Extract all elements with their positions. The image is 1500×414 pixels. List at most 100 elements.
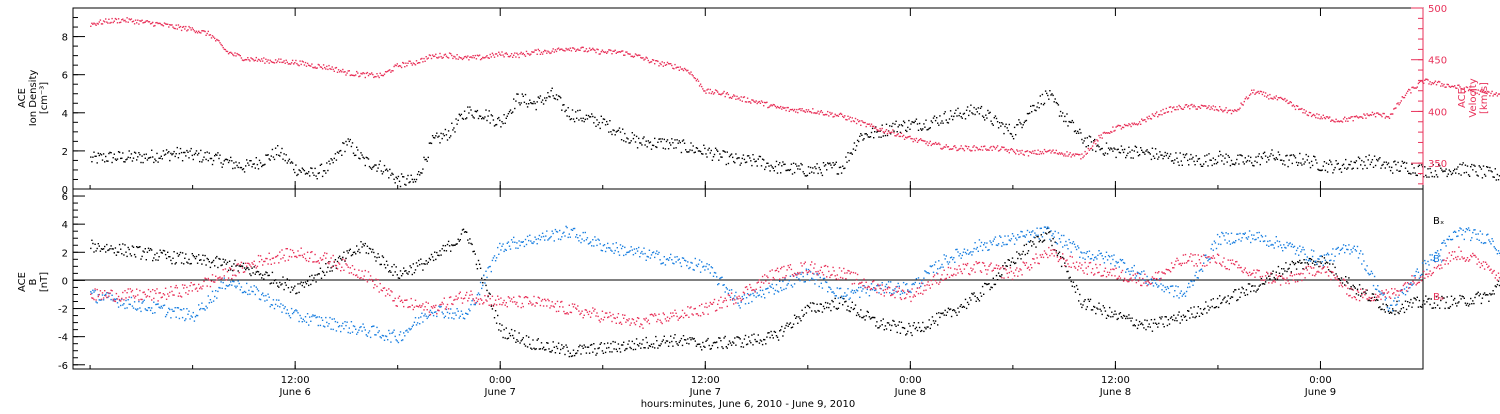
top-point-density <box>322 176 323 177</box>
top-point-velocity <box>747 98 748 99</box>
top-point-velocity <box>846 119 847 120</box>
top-point-velocity <box>920 138 921 139</box>
bottom-point-Bx <box>936 313 937 314</box>
bottom-point-By <box>276 299 277 300</box>
top-point-density <box>581 120 582 121</box>
top-point-density <box>392 174 393 175</box>
bottom-point-By <box>574 228 575 229</box>
top-point-density <box>811 171 812 172</box>
top-point-density <box>817 173 818 174</box>
bottom-point-By <box>248 290 249 291</box>
top-point-velocity <box>592 48 593 49</box>
bottom-point-By <box>1051 235 1052 236</box>
top-point-density <box>848 160 849 161</box>
top-point-velocity <box>208 31 209 32</box>
top-point-velocity <box>438 56 439 57</box>
bottom-point-Bx <box>1439 308 1440 309</box>
bottom-point-By <box>131 297 132 298</box>
top-point-velocity <box>698 81 699 82</box>
bottom-point-By <box>194 320 195 321</box>
top-point-density <box>753 159 754 160</box>
top-point-velocity <box>1091 148 1092 149</box>
top-point-velocity <box>1157 116 1158 117</box>
bottom-point-Bx <box>1095 313 1096 314</box>
bottom-point-By <box>230 281 231 282</box>
top-point-velocity <box>653 60 654 61</box>
bottom-point-Bx <box>1225 302 1226 303</box>
top-point-density <box>1211 160 1212 161</box>
bottom-point-Bx <box>430 259 431 260</box>
bottom-point-Bx <box>793 324 794 325</box>
top-point-density <box>1279 154 1280 155</box>
top-point-density <box>1377 160 1378 161</box>
bottom-point-By <box>923 278 924 279</box>
bottom-point-Bx <box>768 332 769 333</box>
bottom-point-By <box>860 287 861 288</box>
bottom-point-Bx <box>717 347 718 348</box>
bottom-point-Bx <box>1295 263 1296 264</box>
top-point-density <box>856 145 857 146</box>
bottom-point-Bx <box>1111 312 1112 313</box>
top-point-density <box>1136 147 1137 148</box>
bottom-point-By <box>997 245 998 246</box>
top-point-density <box>1097 145 1098 146</box>
bottom-point-By <box>1049 239 1050 240</box>
bottom-point-By <box>419 323 420 324</box>
bottom-point-By <box>1088 256 1089 257</box>
top-point-velocity <box>1155 113 1156 114</box>
bottom-point-By <box>1110 263 1111 264</box>
top-point-density <box>1365 156 1366 157</box>
bottom-point-Bx <box>162 252 163 253</box>
bottom-point-By <box>176 317 177 318</box>
top-point-velocity <box>494 57 495 58</box>
bottom-point-Bx <box>908 323 909 324</box>
bottom-point-By <box>689 267 690 268</box>
bottom-point-By <box>861 290 862 291</box>
top-point-density <box>1169 156 1170 157</box>
top-point-velocity <box>326 66 327 67</box>
top-point-density <box>629 142 630 143</box>
top-point-velocity <box>1099 137 1100 138</box>
bottom-point-Bx <box>358 249 359 250</box>
top-point-density <box>285 160 286 161</box>
top-point-density <box>1389 166 1390 167</box>
bottom-point-Bx <box>904 328 905 329</box>
bottom-point-Bx <box>1259 286 1260 287</box>
bottom-point-Bx <box>800 320 801 321</box>
top-point-density <box>522 93 523 94</box>
bottom-point-By <box>94 290 95 291</box>
bottom-point-By <box>691 262 692 263</box>
bottom-point-By <box>1134 265 1135 266</box>
top-point-density <box>680 142 681 143</box>
top-point-density <box>938 125 939 126</box>
top-point-velocity <box>105 18 106 19</box>
bottom-point-By <box>536 239 537 240</box>
top-point-density <box>1039 107 1040 108</box>
bottom-point-By <box>900 294 901 295</box>
bottom-point-By <box>1143 270 1144 271</box>
bottom-point-Bx <box>1010 265 1011 266</box>
top-point-velocity <box>658 65 659 66</box>
bottom-point-Bx <box>945 310 946 311</box>
top-point-density <box>976 109 977 110</box>
bottom-point-Bx <box>529 344 530 345</box>
top-point-velocity <box>946 144 947 145</box>
top-point-density <box>801 164 802 165</box>
top-point-velocity <box>749 101 750 102</box>
top-point-density <box>855 150 856 151</box>
bottom-point-Bx <box>298 292 299 293</box>
bottom-point-Bx <box>304 286 305 287</box>
top-point-density <box>292 162 293 163</box>
bottom-point-Bx <box>105 251 106 252</box>
top-point-density <box>524 102 525 103</box>
top-point-velocity <box>898 133 899 134</box>
bottom-point-By <box>604 244 605 245</box>
bottom-point-Bx <box>476 264 477 265</box>
top-point-velocity <box>800 110 801 111</box>
bottom-point-Bx <box>701 349 702 350</box>
top-point-density <box>807 175 808 176</box>
top-point-density <box>707 149 708 150</box>
top-point-density <box>813 172 814 173</box>
bottom-point-Bx <box>961 304 962 305</box>
top-point-density <box>904 122 905 123</box>
